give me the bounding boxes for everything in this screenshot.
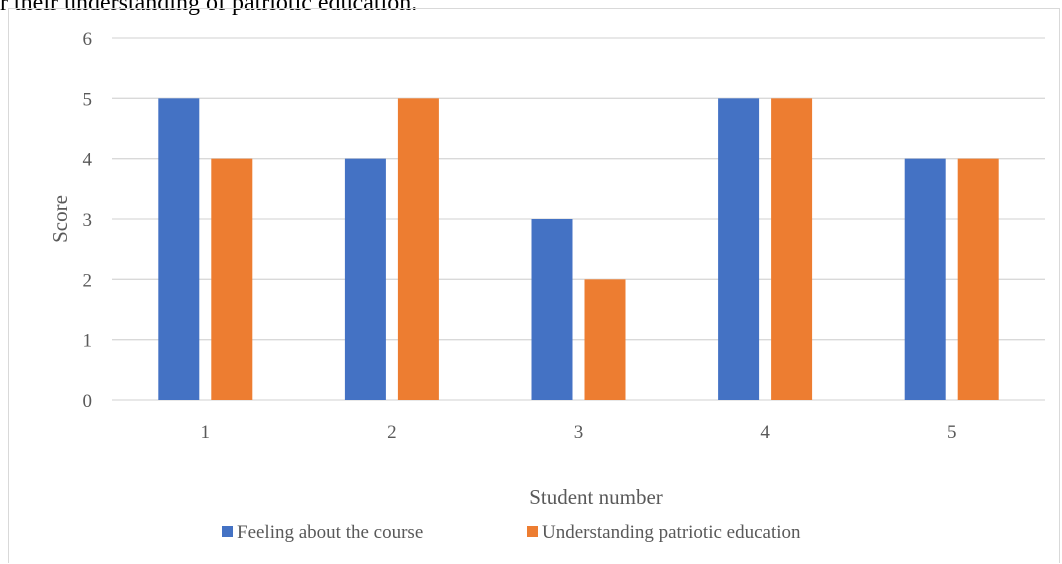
bar-series-2-student-5	[957, 158, 999, 400]
bar-series-1-student-3	[531, 219, 573, 400]
legend-label-1: Feeling about the course	[237, 522, 423, 543]
bar-series-2-student-1	[211, 158, 253, 400]
x-tick-label: 4	[760, 422, 770, 443]
y-tick-label: 1	[83, 331, 93, 352]
x-tick-label: 5	[947, 422, 957, 443]
legend: Feeling about the course Understanding pa…	[222, 522, 801, 543]
legend-swatch-1	[222, 526, 233, 537]
bar-series-2-student-4	[771, 98, 813, 400]
y-tick-label: 6	[83, 29, 93, 50]
bar-series-2-student-3	[584, 279, 626, 400]
chart-frame	[8, 8, 1060, 563]
y-axis-title: Score	[48, 195, 72, 243]
bar-series-1-student-4	[718, 98, 760, 400]
y-axis-ticks: 0 1 2 3 4 5 6	[83, 29, 93, 412]
y-tick-label: 2	[83, 270, 93, 291]
bar-series-1-student-1	[158, 98, 200, 400]
gridlines	[112, 37, 1045, 401]
legend-swatch-2	[527, 526, 538, 537]
x-tick-label: 1	[201, 422, 211, 443]
bar-series-2-student-2	[397, 98, 439, 400]
bars	[158, 98, 999, 400]
legend-label-2: Understanding patriotic education	[542, 522, 801, 543]
y-tick-label: 0	[83, 391, 93, 412]
bar-series-1-student-5	[904, 158, 946, 400]
y-tick-label: 3	[83, 210, 93, 231]
x-tick-label: 3	[574, 422, 584, 443]
x-tick-label: 2	[387, 422, 397, 443]
y-tick-label: 4	[83, 150, 93, 171]
x-axis-ticks: 1 2 3 4 5	[201, 422, 957, 443]
x-axis-title: Student number	[529, 485, 663, 509]
y-tick-label: 5	[83, 89, 93, 110]
bar-series-1-student-2	[344, 158, 386, 400]
